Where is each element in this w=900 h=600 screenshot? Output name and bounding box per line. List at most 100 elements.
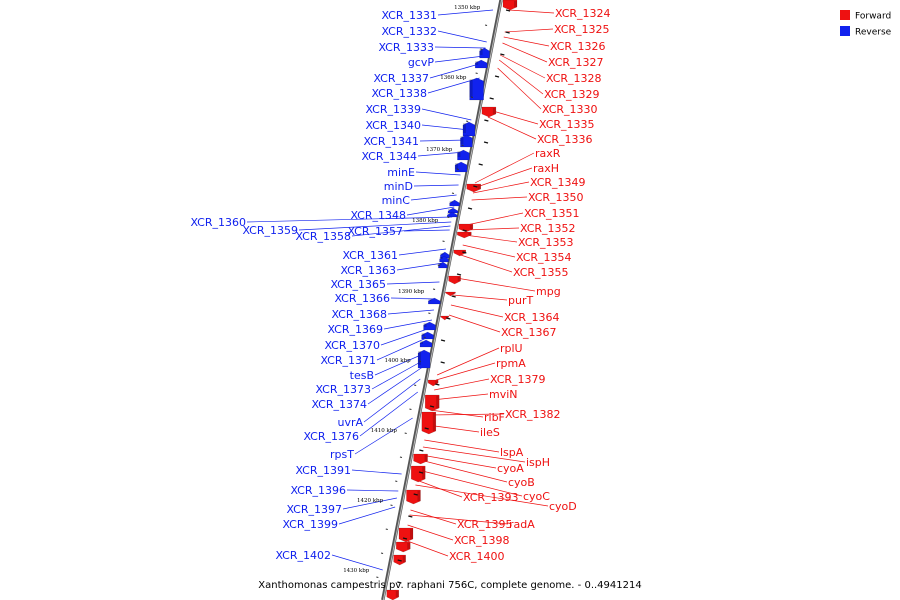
gene-label-xcr-1352[interactable]: XCR_1352: [520, 222, 576, 235]
gene-label-xcr-1399[interactable]: XCR_1399: [282, 518, 338, 531]
gene-label-xcr-1338[interactable]: XCR_1338: [371, 87, 427, 100]
gene-label-isph[interactable]: ispH: [526, 456, 550, 469]
gene-label-tesb[interactable]: tesB: [350, 369, 374, 382]
gene-label-xcr-1350[interactable]: XCR_1350: [528, 191, 584, 204]
scale-dash: [440, 361, 445, 364]
gene-label-xcr-1359[interactable]: XCR_1359: [242, 224, 298, 237]
gene-label-xcr-1331[interactable]: XCR_1331: [381, 9, 437, 22]
scale-dash: [473, 185, 478, 188]
gene-label-mind[interactable]: minD: [384, 180, 413, 193]
gene-label-rpma[interactable]: rpmA: [496, 357, 526, 370]
connector-rpma: [436, 362, 496, 381]
gene-label-iles[interactable]: ileS: [480, 426, 500, 439]
gene-label-mpg[interactable]: mpg: [536, 285, 561, 298]
gene-label-xcr-1370[interactable]: XCR_1370: [324, 339, 380, 352]
gene-label-xcr-1337[interactable]: XCR_1337: [373, 72, 429, 85]
gene-label-xcr-1398[interactable]: XCR_1398: [454, 534, 510, 547]
gene-label-rpst[interactable]: rpsT: [330, 448, 354, 461]
gene-label-xcr-1400[interactable]: XCR_1400: [449, 550, 505, 563]
gene-label-xcr-1369[interactable]: XCR_1369: [327, 323, 383, 336]
gene-label-xcr-1340[interactable]: XCR_1340: [365, 119, 421, 132]
gene-label-xcr-1328[interactable]: XCR_1328: [546, 72, 602, 85]
gene-label-ribf[interactable]: ribF: [484, 411, 505, 424]
connector-lines: [246, 9, 555, 571]
gene-label-cyod[interactable]: cyoD: [549, 500, 577, 513]
gene-label-xcr-1371[interactable]: XCR_1371: [320, 354, 376, 367]
gene-label-xcr-1332[interactable]: XCR_1332: [381, 25, 437, 38]
gene-label-gcvp[interactable]: gcvP: [408, 56, 435, 69]
connector-rada: [409, 514, 509, 525]
gene-label-xcr-1368[interactable]: XCR_1368: [331, 308, 387, 321]
gene-label-xcr-1336[interactable]: XCR_1336: [537, 133, 593, 146]
gene-label-xcr-1349[interactable]: XCR_1349: [530, 176, 586, 189]
gene-label-xcr-1376[interactable]: XCR_1376: [303, 430, 359, 443]
connector-xcr-1330: [497, 67, 542, 110]
gene-label-mvin[interactable]: mviN: [489, 388, 518, 401]
gene-label-minc[interactable]: minC: [382, 194, 411, 207]
gene-label-xcr-1402[interactable]: XCR_1402: [275, 549, 331, 562]
gene-label-xcr-1379[interactable]: XCR_1379: [490, 373, 546, 386]
gene-label-purt[interactable]: purT: [508, 294, 533, 307]
connector-xcr-1332: [437, 30, 487, 43]
gene-label-xcr-1360[interactable]: XCR_1360: [190, 216, 246, 229]
gene-label-xcr-1354[interactable]: XCR_1354: [516, 251, 572, 264]
gene-label-xcr-1395[interactable]: XCR_1395: [457, 518, 513, 531]
gene-label-xcr-1364[interactable]: XCR_1364: [504, 311, 560, 324]
gene-label-rplu[interactable]: rplU: [500, 342, 523, 355]
feature-shade: [455, 163, 459, 169]
gene-label-xcr-1348[interactable]: XCR_1348: [350, 209, 406, 222]
gene-label-xcr-1361[interactable]: XCR_1361: [342, 249, 398, 262]
gene-label-mine[interactable]: minE: [387, 166, 415, 179]
gene-label-xcr-1341[interactable]: XCR_1341: [363, 135, 419, 148]
gene-label-xcr-1391[interactable]: XCR_1391: [295, 464, 351, 477]
connector-xcr-1348: [406, 206, 455, 216]
forward-gene-feature: [481, 106, 497, 118]
scale-dash: [484, 119, 489, 122]
gene-label-xcr-1329[interactable]: XCR_1329: [544, 88, 600, 101]
gene-label-xcr-1357[interactable]: XCR_1357: [347, 225, 403, 238]
feature-shade: [457, 151, 461, 157]
feature-shade: [424, 455, 428, 461]
forward-gene-feature: [424, 394, 440, 412]
genome-caption: Xanthomonas campestris pv. raphani 756C,…: [258, 580, 641, 591]
gene-label-xcr-1330[interactable]: XCR_1330: [542, 103, 598, 116]
forward-gene-feature: [413, 453, 428, 465]
gene-label-rada[interactable]: radA: [509, 518, 535, 531]
connector-xcr-1397: [342, 497, 397, 510]
gene-label-xcr-1327[interactable]: XCR_1327: [548, 56, 604, 69]
gene-label-cyoa[interactable]: cyoA: [497, 462, 524, 475]
gene-label-xcr-1344[interactable]: XCR_1344: [361, 150, 417, 163]
gene-label-xcr-1353[interactable]: XCR_1353: [518, 236, 574, 249]
gene-label-xcr-1326[interactable]: XCR_1326: [550, 40, 606, 53]
gene-label-xcr-1335[interactable]: XCR_1335: [539, 118, 595, 131]
gene-label-lspa[interactable]: lspA: [500, 446, 524, 459]
gene-label-xcr-1393[interactable]: XCR_1393: [463, 491, 519, 504]
gene-label-xcr-1373[interactable]: XCR_1373: [315, 383, 371, 396]
scale-dash: [418, 471, 424, 474]
gene-label-xcr-1397[interactable]: XCR_1397: [286, 503, 342, 516]
feature-shade: [462, 123, 466, 133]
connector-iles: [427, 424, 480, 433]
gene-label-xcr-1358[interactable]: XCR_1358: [295, 230, 351, 243]
gene-label-raxr[interactable]: raxR: [535, 147, 561, 160]
gene-label-cyoc[interactable]: cyoC: [523, 490, 550, 503]
gene-labels: XCR_1331 XCR_1332 XCR_1333 gcvP XCR_1337 XCR_…: [190, 7, 610, 563]
gene-label-xcr-1325[interactable]: XCR_1325: [554, 23, 610, 36]
gene-label-xcr-1382[interactable]: XCR_1382: [505, 408, 561, 421]
gene-label-cyob[interactable]: cyoB: [508, 476, 535, 489]
gene-label-xcr-1363[interactable]: XCR_1363: [340, 264, 396, 277]
feature-shade: [395, 591, 399, 597]
gene-label-xcr-1367[interactable]: XCR_1367: [501, 326, 557, 339]
gene-label-xcr-1365[interactable]: XCR_1365: [330, 278, 386, 291]
gene-label-xcr-1339[interactable]: XCR_1339: [365, 103, 421, 116]
gene-label-xcr-1396[interactable]: XCR_1396: [290, 484, 346, 497]
gene-label-xcr-1351[interactable]: XCR_1351: [524, 207, 580, 220]
gene-label-xcr-1366[interactable]: XCR_1366: [334, 292, 390, 305]
gene-label-xcr-1324[interactable]: XCR_1324: [555, 7, 611, 20]
gene-label-raxh[interactable]: raxH: [533, 162, 559, 175]
gene-label-xcr-1333[interactable]: XCR_1333: [378, 41, 434, 54]
gene-label-uvra[interactable]: uvrA: [337, 416, 363, 429]
scale-dash: [413, 493, 418, 496]
gene-label-xcr-1355[interactable]: XCR_1355: [513, 266, 569, 279]
gene-label-xcr-1374[interactable]: XCR_1374: [311, 398, 367, 411]
